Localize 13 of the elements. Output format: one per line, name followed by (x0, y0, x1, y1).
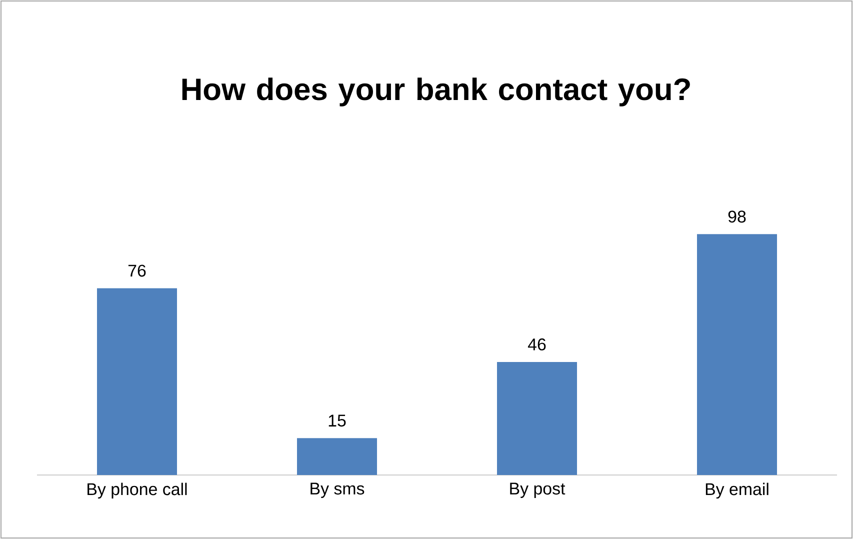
chart-title: How does your bank contact you? (182, 78, 690, 106)
data-label: 46 (528, 338, 546, 350)
bar (297, 438, 378, 475)
x-tick-label: By post (510, 482, 566, 498)
bar (497, 362, 578, 475)
bar (697, 234, 778, 475)
data-label: 76 (128, 264, 146, 277)
x-tick-label: By sms (310, 482, 364, 498)
bar (97, 288, 177, 475)
x-tick-label: By phone call (88, 482, 187, 499)
x-tick-label: By email (706, 482, 768, 499)
data-label: 98 (728, 210, 746, 223)
data-label: 15 (328, 414, 346, 427)
